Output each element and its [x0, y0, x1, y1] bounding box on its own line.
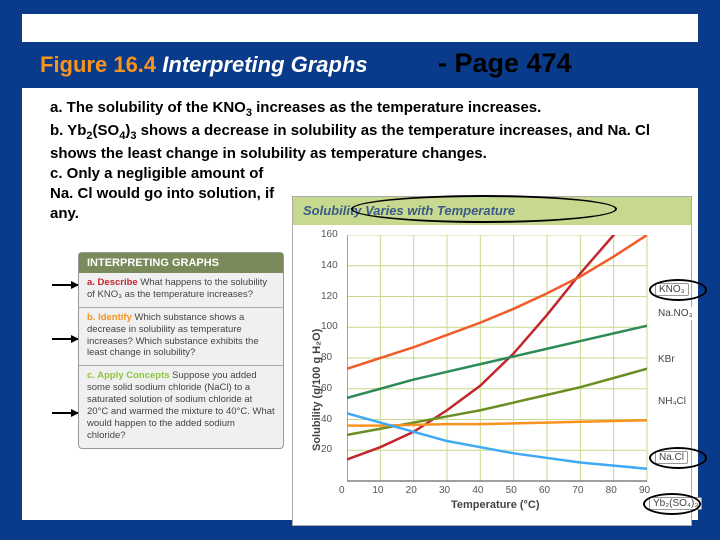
sidebox-item: b. Identify Which substance shows a decr… — [79, 308, 283, 366]
series-label: KBr — [655, 353, 678, 366]
arrow-to-c — [52, 412, 78, 414]
series-Na.NO3 — [347, 235, 647, 369]
sidebox-header: INTERPRETING GRAPHS — [79, 253, 283, 273]
sidebox-item: a. Describe What happens to the solubili… — [79, 273, 283, 307]
sidebox-action-label: a. Describe — [87, 277, 138, 288]
answer-c: c. Only a negligible amount of Na. Cl wo… — [50, 164, 290, 225]
arrow-to-b — [52, 338, 78, 340]
sidebox-action-label: c. Apply Concepts — [87, 370, 170, 381]
sidebox-action-label: b. Identify — [87, 312, 132, 323]
figure-title: Interpreting Graphs — [162, 52, 367, 77]
x-tick-label: 60 — [539, 485, 550, 496]
series-KBr — [347, 326, 647, 398]
content-box: Figure 16.4 Interpreting Graphs - Page 4… — [22, 14, 698, 520]
page-reference: - Page 474 — [438, 48, 572, 79]
x-tick-label: 90 — [639, 485, 650, 496]
plot-area: 010203040506070809020406080100120140160S… — [347, 235, 647, 481]
figure-label: Figure 16.4 — [40, 52, 156, 77]
figure-header-bar: Figure 16.4 Interpreting Graphs — [22, 42, 698, 88]
answer-b: b. Yb2(SO4)3 shows a decrease in solubil… — [50, 121, 690, 164]
solubility-chart: Solubility Varies with Temperature 01020… — [292, 196, 692, 526]
x-tick-label: 20 — [406, 485, 417, 496]
series-label: Na.NO₃ — [655, 307, 696, 320]
y-tick-label: 20 — [321, 444, 341, 455]
y-tick-label: 60 — [321, 383, 341, 394]
arrow-to-a — [52, 284, 78, 286]
label-ellipse — [649, 279, 707, 301]
y-tick-label: 120 — [321, 291, 341, 302]
answer-a: a. The solubility of the KNO3 increases … — [50, 98, 690, 121]
x-tick-label: 80 — [606, 485, 617, 496]
y-axis-label: Solubility (g/100 g H₂O) — [311, 329, 323, 451]
x-tick-label: 30 — [439, 485, 450, 496]
interpreting-graphs-box: INTERPRETING GRAPHS a. Describe What hap… — [78, 252, 284, 449]
label-ellipse — [643, 493, 701, 515]
x-tick-label: 10 — [372, 485, 383, 496]
y-tick-label: 140 — [321, 260, 341, 271]
y-tick-label: 160 — [321, 229, 341, 240]
series-label: NH₄Cl — [655, 395, 689, 408]
figure-header-text: Figure 16.4 Interpreting Graphs — [40, 52, 368, 78]
chart-title-ellipse — [351, 195, 617, 223]
x-tick-label: 40 — [472, 485, 483, 496]
y-tick-label: 100 — [321, 321, 341, 332]
sidebox-item: c. Apply Concepts Suppose you added some… — [79, 366, 283, 447]
chart-svg — [347, 235, 707, 483]
label-ellipse — [649, 447, 707, 469]
x-tick-label: 0 — [339, 485, 345, 496]
x-axis-label: Temperature (°C) — [451, 499, 540, 511]
x-tick-label: 50 — [506, 485, 517, 496]
y-tick-label: 40 — [321, 414, 341, 425]
y-tick-label: 80 — [321, 352, 341, 363]
x-tick-label: 70 — [572, 485, 583, 496]
